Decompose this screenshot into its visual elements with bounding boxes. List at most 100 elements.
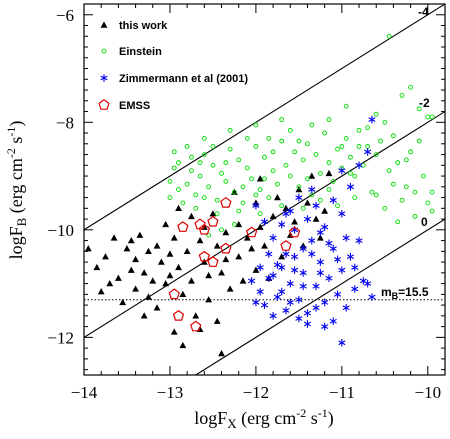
triangle-point [93,263,101,271]
y-tick-label: −6 [56,6,74,25]
circle-point [296,138,302,144]
star-point [252,298,260,307]
triangle-point [209,210,217,217]
circle-point [180,200,186,206]
circle-point [270,149,276,155]
y-tick-label: −10 [47,221,74,240]
triangle-point [132,255,139,263]
circle-point [292,149,298,155]
circle-point [176,160,181,166]
circle-point [416,138,422,144]
circle-point [236,157,242,163]
pentagon-point [98,99,110,110]
legend: this work Einstein Zimmermann et al (2001)… [98,20,248,112]
triangle-point [235,220,243,228]
triangle-point [188,277,195,284]
star-point [325,274,333,283]
circle-point [412,213,418,219]
circle-point [399,92,405,98]
triangle-point [261,242,268,249]
star-point [269,271,277,280]
circle-point [287,173,293,179]
pentagon-point [190,320,202,332]
axis-ticks [83,3,446,375]
triangle-point [140,269,148,276]
series-pentagon [168,196,301,332]
circle-point [279,203,285,209]
pentagon-point [177,221,189,232]
x-tick-label: −10 [415,383,442,402]
star-point [303,215,312,223]
star-point [333,290,342,299]
triangle-point [110,234,118,241]
triangle-point [153,304,161,311]
star-point [346,252,355,261]
circle-point [171,165,177,171]
triangle-point [145,247,152,255]
triangle-point [127,266,135,273]
circle-point [356,127,362,133]
triangle-point [273,193,281,201]
circle-point [412,189,418,195]
star-point [286,279,294,288]
circle-point [262,176,267,182]
circle-point [399,197,405,203]
triangle-point [218,269,225,276]
circle-point [335,146,340,152]
circle-point [193,192,199,198]
pentagon-point [172,309,185,321]
pentagon-point [288,226,301,238]
circle-point [253,192,259,198]
star-point [282,209,290,218]
circle-point [189,168,194,174]
triangle-point [149,277,157,284]
triangle-point [157,258,165,265]
circle-point [360,162,366,168]
star-point [269,312,277,320]
star-point [299,244,307,253]
triangle-point [119,298,127,306]
star-point [333,255,342,264]
circle-point [262,154,267,160]
circle-point [266,135,272,141]
triangle-point [200,258,208,265]
triangle-point [179,290,187,298]
x-tick-label: −13 [157,383,184,402]
circle-point [193,205,199,211]
circle-point [317,170,323,176]
pentagon-point [198,250,211,262]
circle-point [365,125,371,131]
circle-point [223,179,229,184]
triangle-point [226,285,234,292]
star-point [368,115,376,124]
triangle-point [102,253,109,260]
pentagon-point [245,226,258,238]
triangle-point [145,293,152,300]
triangle-point [222,255,230,263]
legend-label: this work [119,20,168,32]
circle-point [176,187,181,192]
circle-point [352,195,358,200]
pentagon-point [194,218,206,230]
circle-point [219,227,224,233]
circle-point [283,162,289,168]
circle-point [279,138,285,144]
star-point [308,185,316,194]
star-point [260,301,269,309]
star-point [265,250,273,258]
circle-point [257,187,263,192]
star-point [278,287,286,296]
star-point [260,217,269,226]
star-point [342,303,350,312]
circle-point [305,141,310,147]
circle-point [390,181,396,187]
circle-point [352,173,358,179]
series-star [248,115,376,347]
triangle-point [291,218,299,225]
star-point [321,298,329,307]
triangle-point [205,296,213,303]
star-point [100,74,108,82]
circle-point [231,189,237,195]
triangle-point [321,207,329,214]
